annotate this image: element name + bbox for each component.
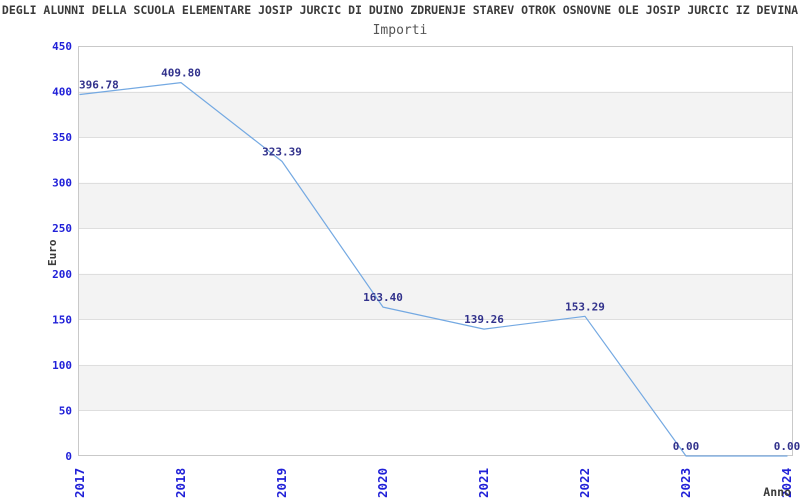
data-point-label: 323.39 xyxy=(262,145,302,158)
plot-band xyxy=(78,273,793,320)
chart-subtitle: Importi xyxy=(372,23,428,38)
plot-band xyxy=(78,137,793,183)
plot-band xyxy=(78,46,793,92)
data-point-label: 396.78 xyxy=(79,78,119,91)
y-tick-label: 100 xyxy=(52,359,72,372)
x-tick-label: 2018 xyxy=(173,468,188,498)
plot-band xyxy=(78,228,793,274)
y-tick-label: 300 xyxy=(52,177,72,190)
y-tick-label: 400 xyxy=(52,86,72,99)
data-point-label: 153.29 xyxy=(565,300,605,313)
data-line xyxy=(79,82,788,457)
y-tick-label: 50 xyxy=(59,404,72,417)
x-tick-label: 2024 xyxy=(779,468,794,498)
y-tick-label: 450 xyxy=(52,40,72,53)
plot-band xyxy=(78,182,793,229)
x-axis-title: Anno xyxy=(763,485,791,499)
x-tick-label: 2022 xyxy=(577,468,592,498)
data-point-label: 0.00 xyxy=(774,440,800,453)
x-tick-label: 2019 xyxy=(274,468,289,498)
x-tick-label: 2020 xyxy=(375,468,390,498)
x-tick-label: 2021 xyxy=(476,468,491,498)
data-point-label: 163.40 xyxy=(363,291,403,304)
plot-border xyxy=(78,46,793,456)
y-tick-label: 0 xyxy=(65,450,72,463)
plot-band xyxy=(78,91,793,138)
plot-band xyxy=(78,364,793,411)
chart-title: DEGLI ALUNNI DELLA SCUOLA ELEMENTARE JOS… xyxy=(1,3,799,17)
x-tick-label: 2023 xyxy=(678,468,693,498)
plot-band xyxy=(78,410,793,456)
y-tick-label: 200 xyxy=(52,268,72,281)
y-axis-title: Euro xyxy=(46,239,59,266)
data-point-label: 139.26 xyxy=(464,313,504,326)
x-tick-label: 2017 xyxy=(72,468,87,498)
y-tick-label: 350 xyxy=(52,131,72,144)
plot-band xyxy=(78,319,793,365)
y-tick-label: 150 xyxy=(52,313,72,326)
data-point-label: 409.80 xyxy=(161,67,201,80)
y-tick-label: 250 xyxy=(52,222,72,235)
data-point-label: 0.00 xyxy=(673,440,700,453)
